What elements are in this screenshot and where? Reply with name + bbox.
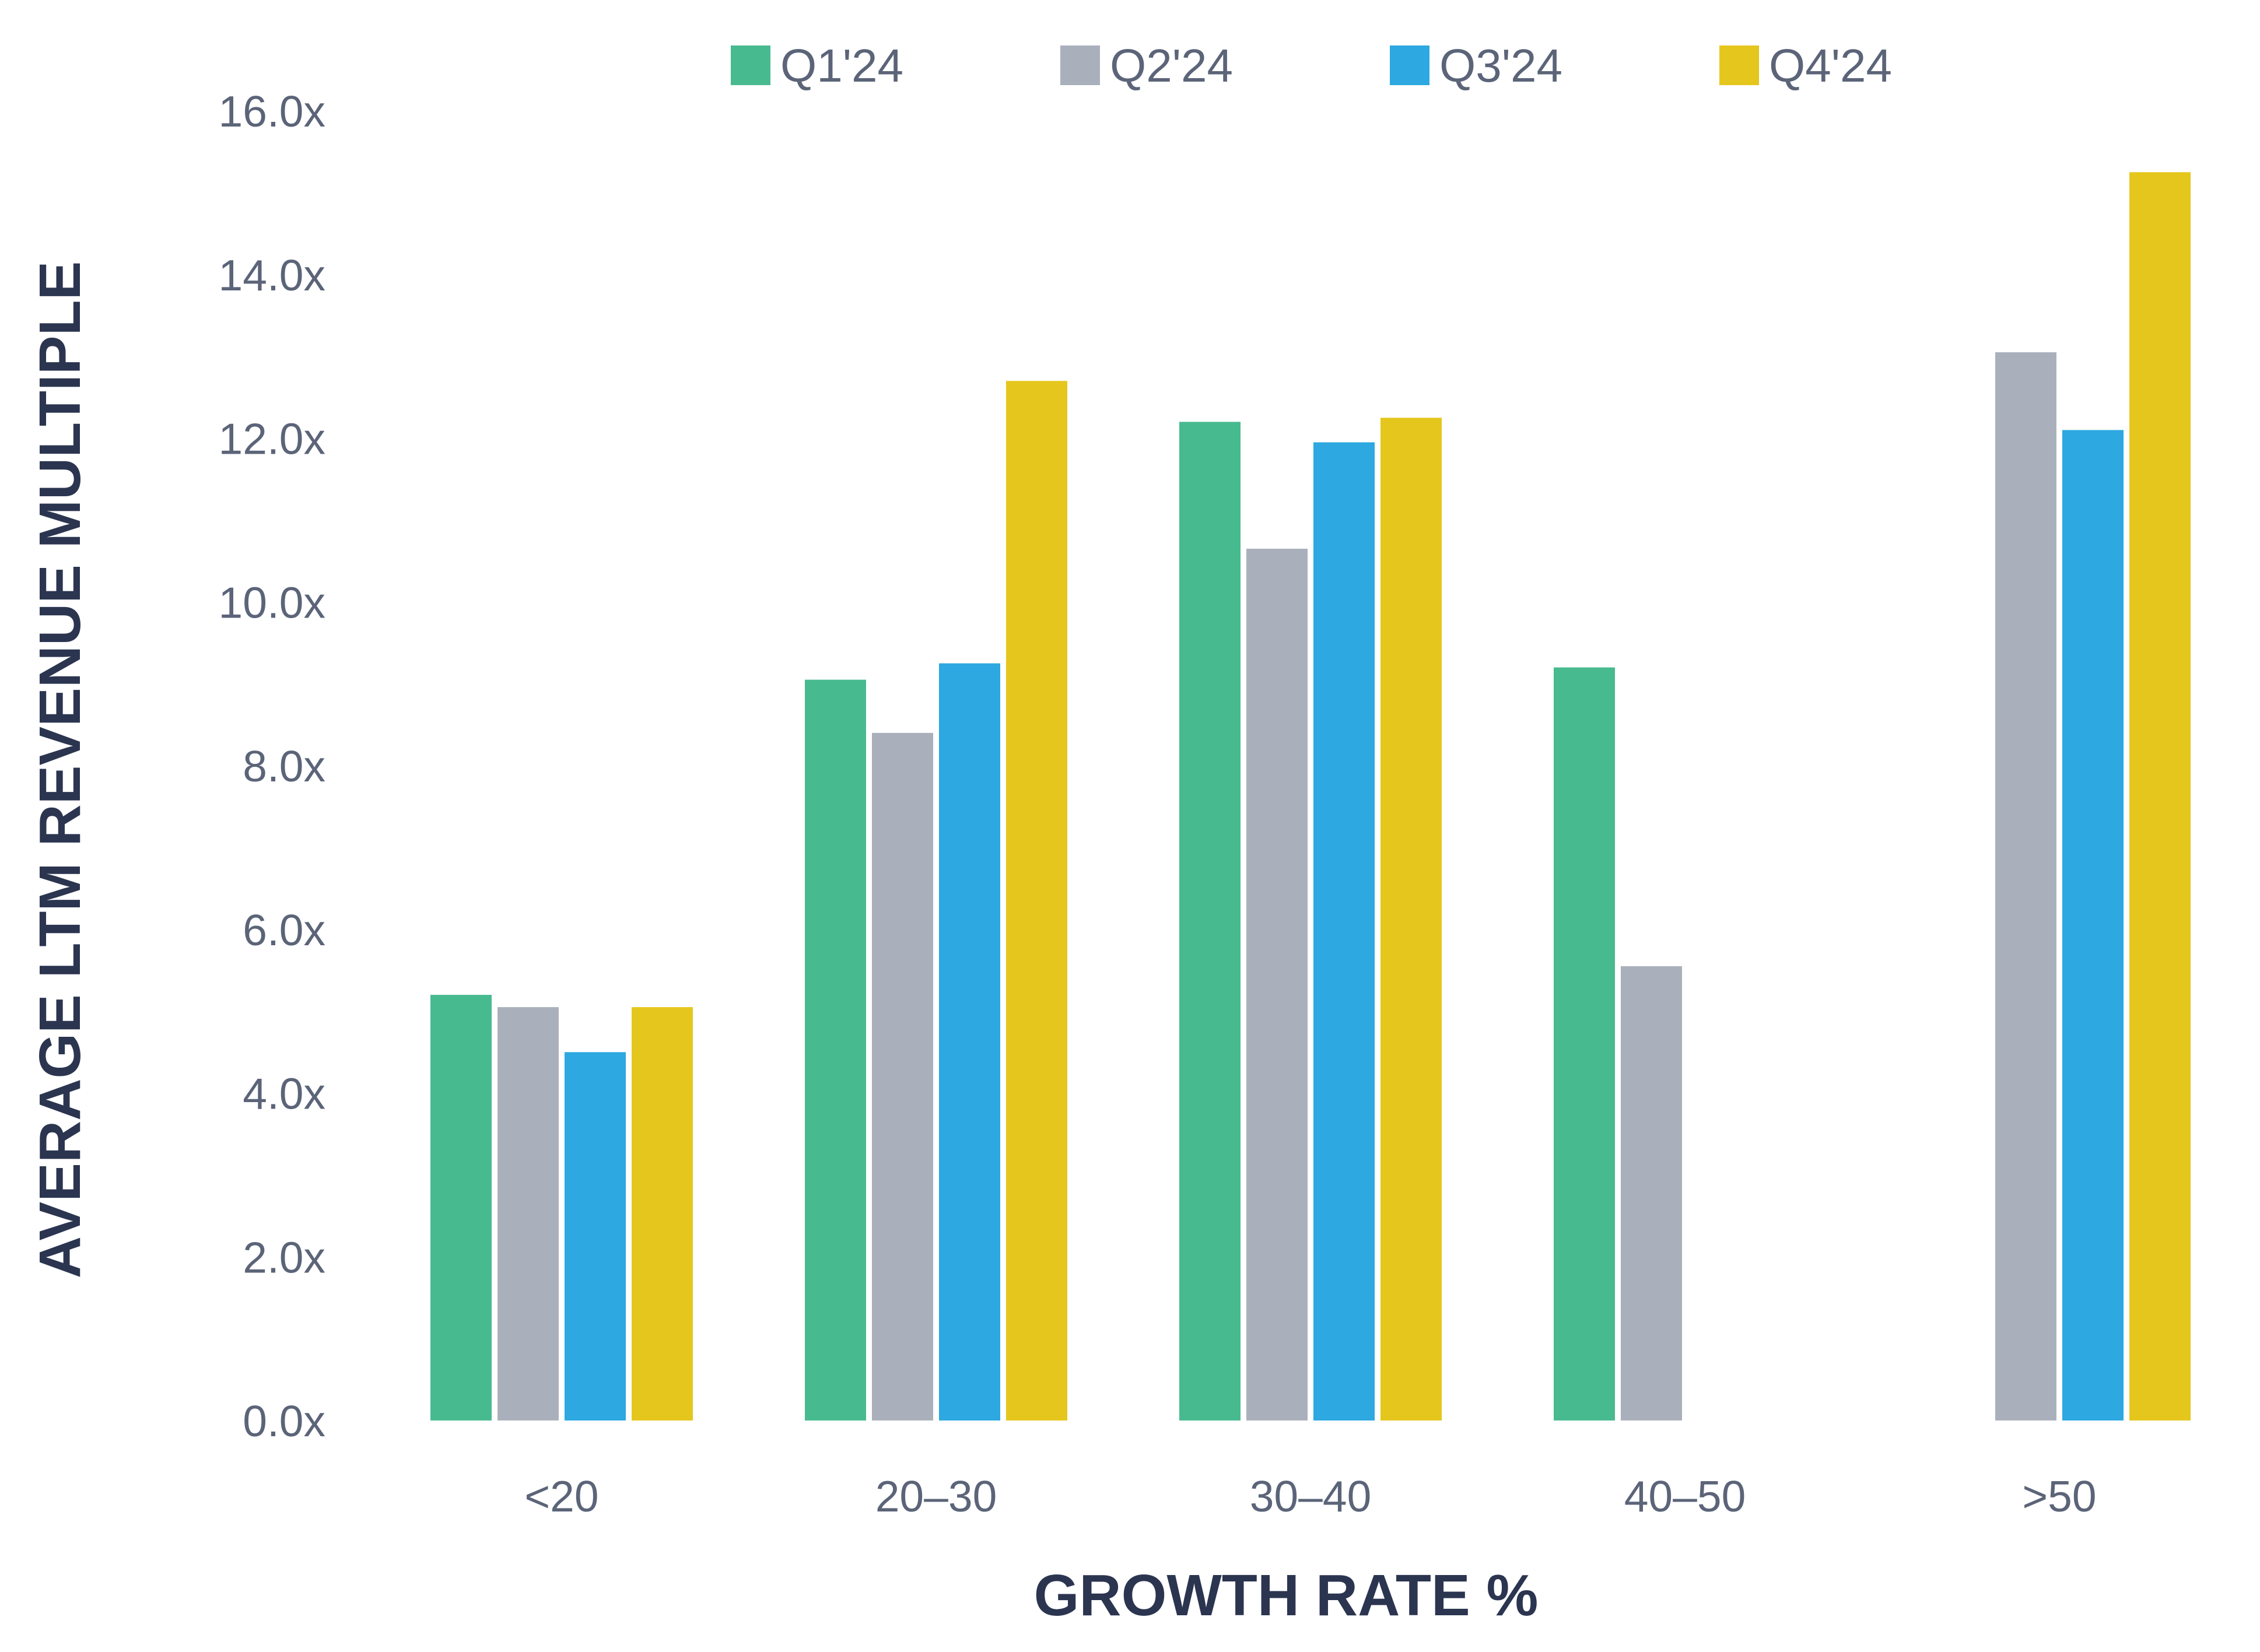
x-tick-label: >50 [2022,1472,2096,1521]
bar [430,995,492,1420]
x-axis-title: GROWTH RATE % [1034,1563,1539,1628]
bar [1006,381,1067,1420]
legend-label: Q4'24 [1769,40,1892,92]
bar [805,679,866,1420]
bar [872,732,933,1420]
bar [2062,430,2124,1420]
bar [1621,966,1682,1420]
x-tick-label: 20–30 [875,1472,997,1521]
bar [1995,352,2056,1421]
bar [1179,422,1241,1420]
bar [1554,667,1615,1420]
y-tick-label: 12.0x [219,415,325,464]
legend-swatch [1390,45,1429,85]
legend-swatch [731,45,770,85]
x-tick-label: 30–40 [1250,1472,1372,1521]
y-tick-label: 10.0x [219,578,325,627]
bar [565,1052,626,1420]
y-tick-label: 16.0x [219,87,325,136]
bar [939,663,1000,1420]
bar [497,1007,559,1420]
y-axis-title: AVERAGE LTM REVENUE MULTIPLE [27,261,93,1278]
y-tick-label: 6.0x [243,906,325,955]
bar [1313,442,1375,1420]
bar [1246,549,1308,1420]
x-tick-label: <20 [524,1472,598,1521]
x-axis-ticks: <20 20–30 30–40 40–50 >50 [524,1472,2096,1521]
y-tick-label: 2.0x [243,1233,325,1282]
bars [430,172,2191,1421]
bar [1380,418,1442,1420]
y-tick-label: 0.0x [243,1397,325,1446]
legend-swatch [1719,45,1759,85]
legend: Q1'24 Q2'24 Q3'24 Q4'24 [731,40,1892,92]
y-tick-label: 14.0x [219,251,325,300]
x-tick-label: 40–50 [1624,1472,1746,1521]
y-tick-label: 4.0x [243,1069,325,1118]
y-tick-label: 8.0x [243,742,325,791]
legend-label: Q3'24 [1439,40,1562,92]
bar [2129,172,2191,1420]
bar [632,1007,693,1420]
legend-swatch [1060,45,1100,85]
y-axis-ticks: 0.0x 2.0x 4.0x 6.0x 8.0x 10.0x 12.0x 14.0x 16.0x [219,87,325,1446]
legend-label: Q2'24 [1110,40,1233,92]
legend-label: Q1'24 [780,40,903,92]
